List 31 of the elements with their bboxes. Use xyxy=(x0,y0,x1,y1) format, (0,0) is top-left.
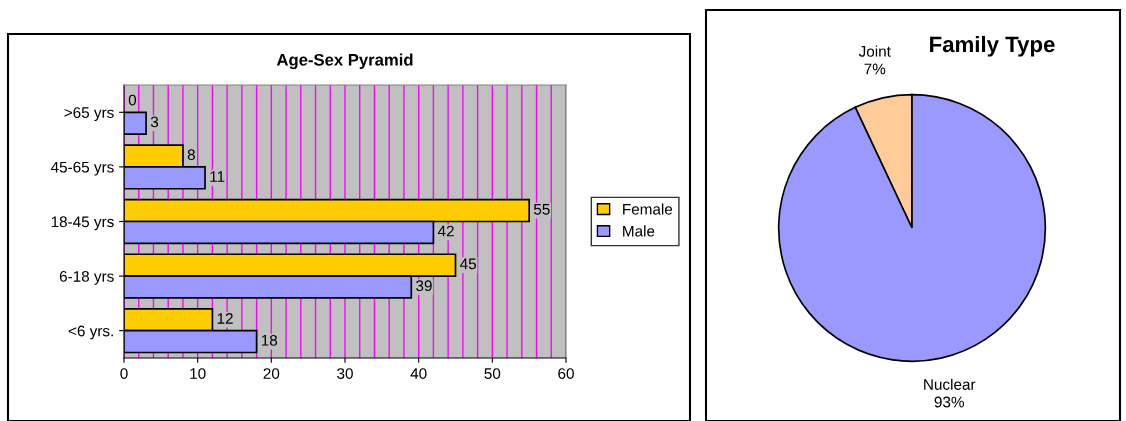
x-tick-label: 0 xyxy=(120,368,128,379)
slice-label: Nuclear xyxy=(924,378,976,390)
y-tick-label: 45-65 yrs xyxy=(50,161,114,176)
slice-label: Joint xyxy=(858,45,891,57)
chart-title: Family Type xyxy=(930,35,1055,57)
data-label: 12 xyxy=(217,313,233,324)
x-tick-label: 20 xyxy=(263,368,280,379)
y-tick-label: 18-45 yrs xyxy=(51,216,114,231)
y-tick-label: 6-18 yrs xyxy=(59,270,114,285)
y-tick-label: <6 yrs. xyxy=(68,325,113,340)
chart-title: Age-Sex Pyramid xyxy=(276,53,413,70)
x-tick-label: 30 xyxy=(337,368,353,379)
data-label: 3 xyxy=(150,116,159,128)
x-tick-label: 60 xyxy=(558,368,574,379)
data-label: 93% xyxy=(934,396,964,408)
legend-label: Male xyxy=(623,225,655,237)
x-tick-label: 10 xyxy=(190,368,206,379)
data-label: 8 xyxy=(187,149,195,161)
data-label: 0 xyxy=(128,94,137,106)
data-label: 11 xyxy=(210,171,225,182)
data-label: 55 xyxy=(533,204,550,215)
x-tick-label: 40 xyxy=(410,368,427,379)
data-label: 45 xyxy=(460,258,477,270)
y-tick-label: >65 yrs xyxy=(64,107,114,122)
x-tick-label: 50 xyxy=(484,368,501,379)
data-label: 18 xyxy=(261,334,278,346)
pie-slice xyxy=(777,93,1047,363)
data-label: 7% xyxy=(864,63,886,75)
legend-label: Female xyxy=(623,203,673,215)
data-label: 42 xyxy=(437,225,454,237)
data-label: 39 xyxy=(416,280,432,292)
